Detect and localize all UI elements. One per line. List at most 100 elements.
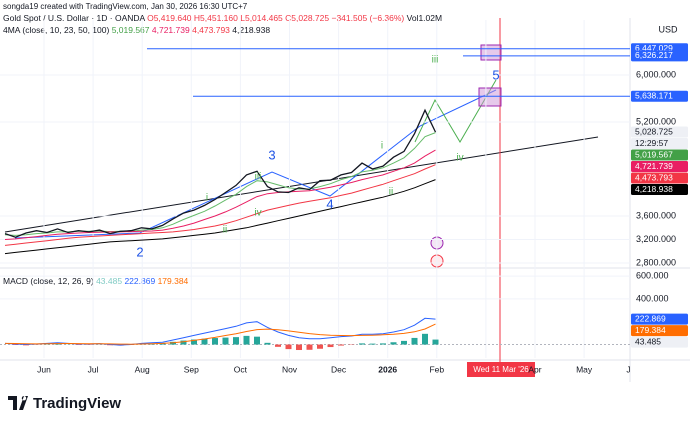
histogram-bar xyxy=(338,344,344,346)
price-badge xyxy=(631,126,688,138)
macd-title: MACD (close, 12, 26, 9) xyxy=(3,276,94,286)
price-badge-label: 12:29:57 xyxy=(635,138,668,148)
wave-label: iii xyxy=(432,55,439,66)
histogram-bar xyxy=(432,339,439,345)
x-tick-label: Jun xyxy=(37,364,51,374)
y-tick-label: 600.000 xyxy=(636,270,669,280)
wave-label: iii xyxy=(255,172,262,183)
series-line xyxy=(4,323,436,345)
y-tick-label: 6,000.000 xyxy=(636,69,676,79)
price-badge-label: 43.485 xyxy=(635,336,661,346)
x-tick-label: Oct xyxy=(234,364,248,374)
histogram-bar xyxy=(285,344,292,350)
price-badge-label: 222.869 xyxy=(635,313,666,323)
histogram-bar xyxy=(191,339,197,345)
price-badge xyxy=(631,336,688,348)
price-badge-label: 6,326.217 xyxy=(635,50,673,60)
wave-label: ii xyxy=(389,187,393,198)
volume: Vol1.02M xyxy=(407,13,442,23)
symbol: Gold Spot / U.S. Dollar · 1D · OANDA xyxy=(3,13,146,23)
macd-value: 179.384 xyxy=(158,276,189,286)
price-badge xyxy=(631,90,688,102)
histogram-bar xyxy=(54,343,61,345)
target-box xyxy=(480,44,502,61)
target-box xyxy=(478,87,502,107)
price-badge-label: 6,447.029 xyxy=(635,43,673,53)
symbol-legend: Gold Spot / U.S. Dollar · 1D · OANDA O5,… xyxy=(3,13,442,23)
wave-label: iv xyxy=(456,153,463,164)
wave-label: 5 xyxy=(492,67,499,82)
x-tick-label: 2026 xyxy=(378,364,397,374)
wave-line xyxy=(414,79,497,143)
ma-value: 4,218.938 xyxy=(232,25,270,35)
y-tick-label: 3,200.000 xyxy=(636,234,676,244)
x-tick-label: Nov xyxy=(282,364,298,374)
histogram-bar xyxy=(411,337,418,345)
price-badge-label: 4,721.739 xyxy=(635,161,673,171)
histogram-bar xyxy=(296,344,302,351)
price-badge-label: 4,473.793 xyxy=(635,172,673,182)
histogram-bar xyxy=(317,344,323,349)
currency: USD xyxy=(658,24,678,34)
ma-value: 4,473.793 xyxy=(192,25,230,35)
logo-icon xyxy=(8,396,28,410)
price-badge xyxy=(631,50,688,62)
histogram-bar xyxy=(390,342,397,345)
wave-label: i xyxy=(381,141,383,152)
histogram-bar xyxy=(327,344,334,348)
x-tick-label: Aug xyxy=(135,364,150,374)
macd-legend: MACD (close, 12, 26, 9) 43.485 222.869 1… xyxy=(3,276,189,286)
histogram-bar xyxy=(422,333,428,345)
ohlc: L5,014.465 xyxy=(240,13,283,23)
x-tick-label: Feb xyxy=(429,364,444,374)
histogram-bar xyxy=(233,337,239,345)
series-line xyxy=(4,108,437,238)
histogram-bar xyxy=(306,344,313,350)
price-badge xyxy=(631,161,688,173)
price-badge-label: 5,638.171 xyxy=(635,91,673,101)
x-tick-label: Jun xyxy=(626,364,640,374)
y-tick-label: 2,800.000 xyxy=(636,257,676,267)
macd-value: 43.485 xyxy=(96,276,122,286)
histogram-bar xyxy=(159,343,166,345)
ohlc: H5,451.160 xyxy=(194,13,238,23)
cursor-badge xyxy=(467,362,535,377)
series-line xyxy=(4,149,436,240)
wave-label: i xyxy=(206,193,208,204)
x-tick-label: Apr xyxy=(528,364,541,374)
histogram-bar xyxy=(275,344,281,347)
time-axis: Jun Jul Aug Sep Oct Nov Dec 2026 Feb Apr May Jun xyxy=(37,20,640,374)
wave-label: ii xyxy=(223,225,227,236)
x-tick-label: Sep xyxy=(184,364,199,374)
wave-label: iv xyxy=(254,208,261,219)
price-badge xyxy=(631,325,688,337)
ohlc: −341.505 (−6.36%) xyxy=(331,13,404,23)
logo-text: TradingView xyxy=(33,395,121,412)
x-tick-label: Dec xyxy=(331,364,347,374)
price-badge-label: 4,218.938 xyxy=(635,184,673,194)
x-tick-label: Jul xyxy=(88,364,99,374)
histogram-bar xyxy=(222,337,229,345)
price-badge xyxy=(631,172,688,184)
cursor-label: Wed 11 Mar '26 xyxy=(473,365,529,374)
ma-value: 5,019.567 xyxy=(112,25,150,35)
y-tick-label: 5,200.000 xyxy=(636,116,676,126)
ma-value: 4,721.739 xyxy=(152,25,190,35)
x-tick-label: May xyxy=(576,364,593,374)
series-line xyxy=(4,164,436,246)
histogram-bar xyxy=(369,343,376,345)
histogram-bar xyxy=(212,338,218,345)
y-tick-label: 3,600.000 xyxy=(636,210,676,220)
histogram-bar xyxy=(359,343,365,345)
macd-value: 222.869 xyxy=(124,276,155,286)
wave-line xyxy=(14,89,497,239)
wave-label: 4 xyxy=(326,196,333,211)
histogram-bar xyxy=(380,343,386,345)
histogram-bar xyxy=(180,340,187,345)
price-badge-label: 5,028.725 xyxy=(635,126,673,136)
wave-label: 2 xyxy=(136,244,143,259)
histogram-bar xyxy=(201,338,208,345)
wave-label: 3 xyxy=(268,147,275,162)
histogram-bar xyxy=(254,336,260,345)
